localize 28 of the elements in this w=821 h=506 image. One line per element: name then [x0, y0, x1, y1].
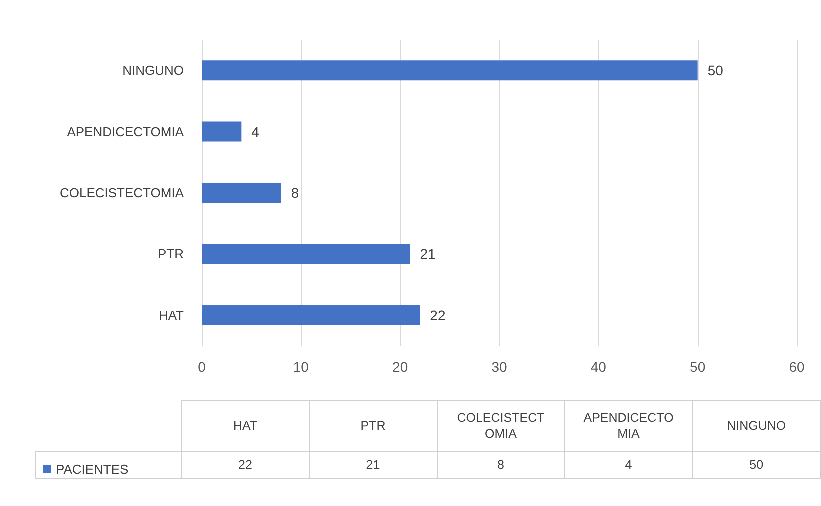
- text: 4: [625, 458, 632, 472]
- category-label: PTR: [360, 419, 386, 433]
- text: 21: [366, 458, 380, 472]
- category-label: COLECISTECTOMIA: [457, 411, 545, 441]
- x-tick-label: 60: [789, 359, 805, 375]
- x-tick-label: 10: [293, 359, 310, 375]
- y-tick-label: HAT: [158, 308, 184, 323]
- category-label: HAT: [233, 419, 258, 433]
- text: 22: [238, 458, 252, 472]
- data-label: 50: [708, 62, 724, 79]
- x-tick-label: 30: [492, 359, 508, 375]
- y-tick-label: PTR: [158, 246, 184, 262]
- data-label: 8: [291, 185, 300, 201]
- x-tick-label: 0: [198, 359, 206, 375]
- data-label: 4: [252, 124, 260, 140]
- data-label: 21: [420, 246, 436, 262]
- x-tick-label: 20: [392, 359, 408, 375]
- text: 50: [750, 458, 764, 472]
- y-tick-label: COLECISTECTOMIA: [60, 186, 184, 200]
- x-tick-label: 50: [690, 359, 706, 375]
- x-tick-label: 40: [590, 359, 607, 375]
- data-label: 22: [430, 307, 446, 324]
- legend-label: PACIENTES: [56, 462, 130, 477]
- category-label: APENDICECTOMIA: [584, 411, 674, 441]
- y-tick-label: APENDICECTOMIA: [67, 124, 184, 140]
- text: 8: [498, 458, 504, 472]
- y-tick-label: NINGUNO: [122, 63, 184, 78]
- category-label: NINGUNO: [727, 419, 786, 433]
